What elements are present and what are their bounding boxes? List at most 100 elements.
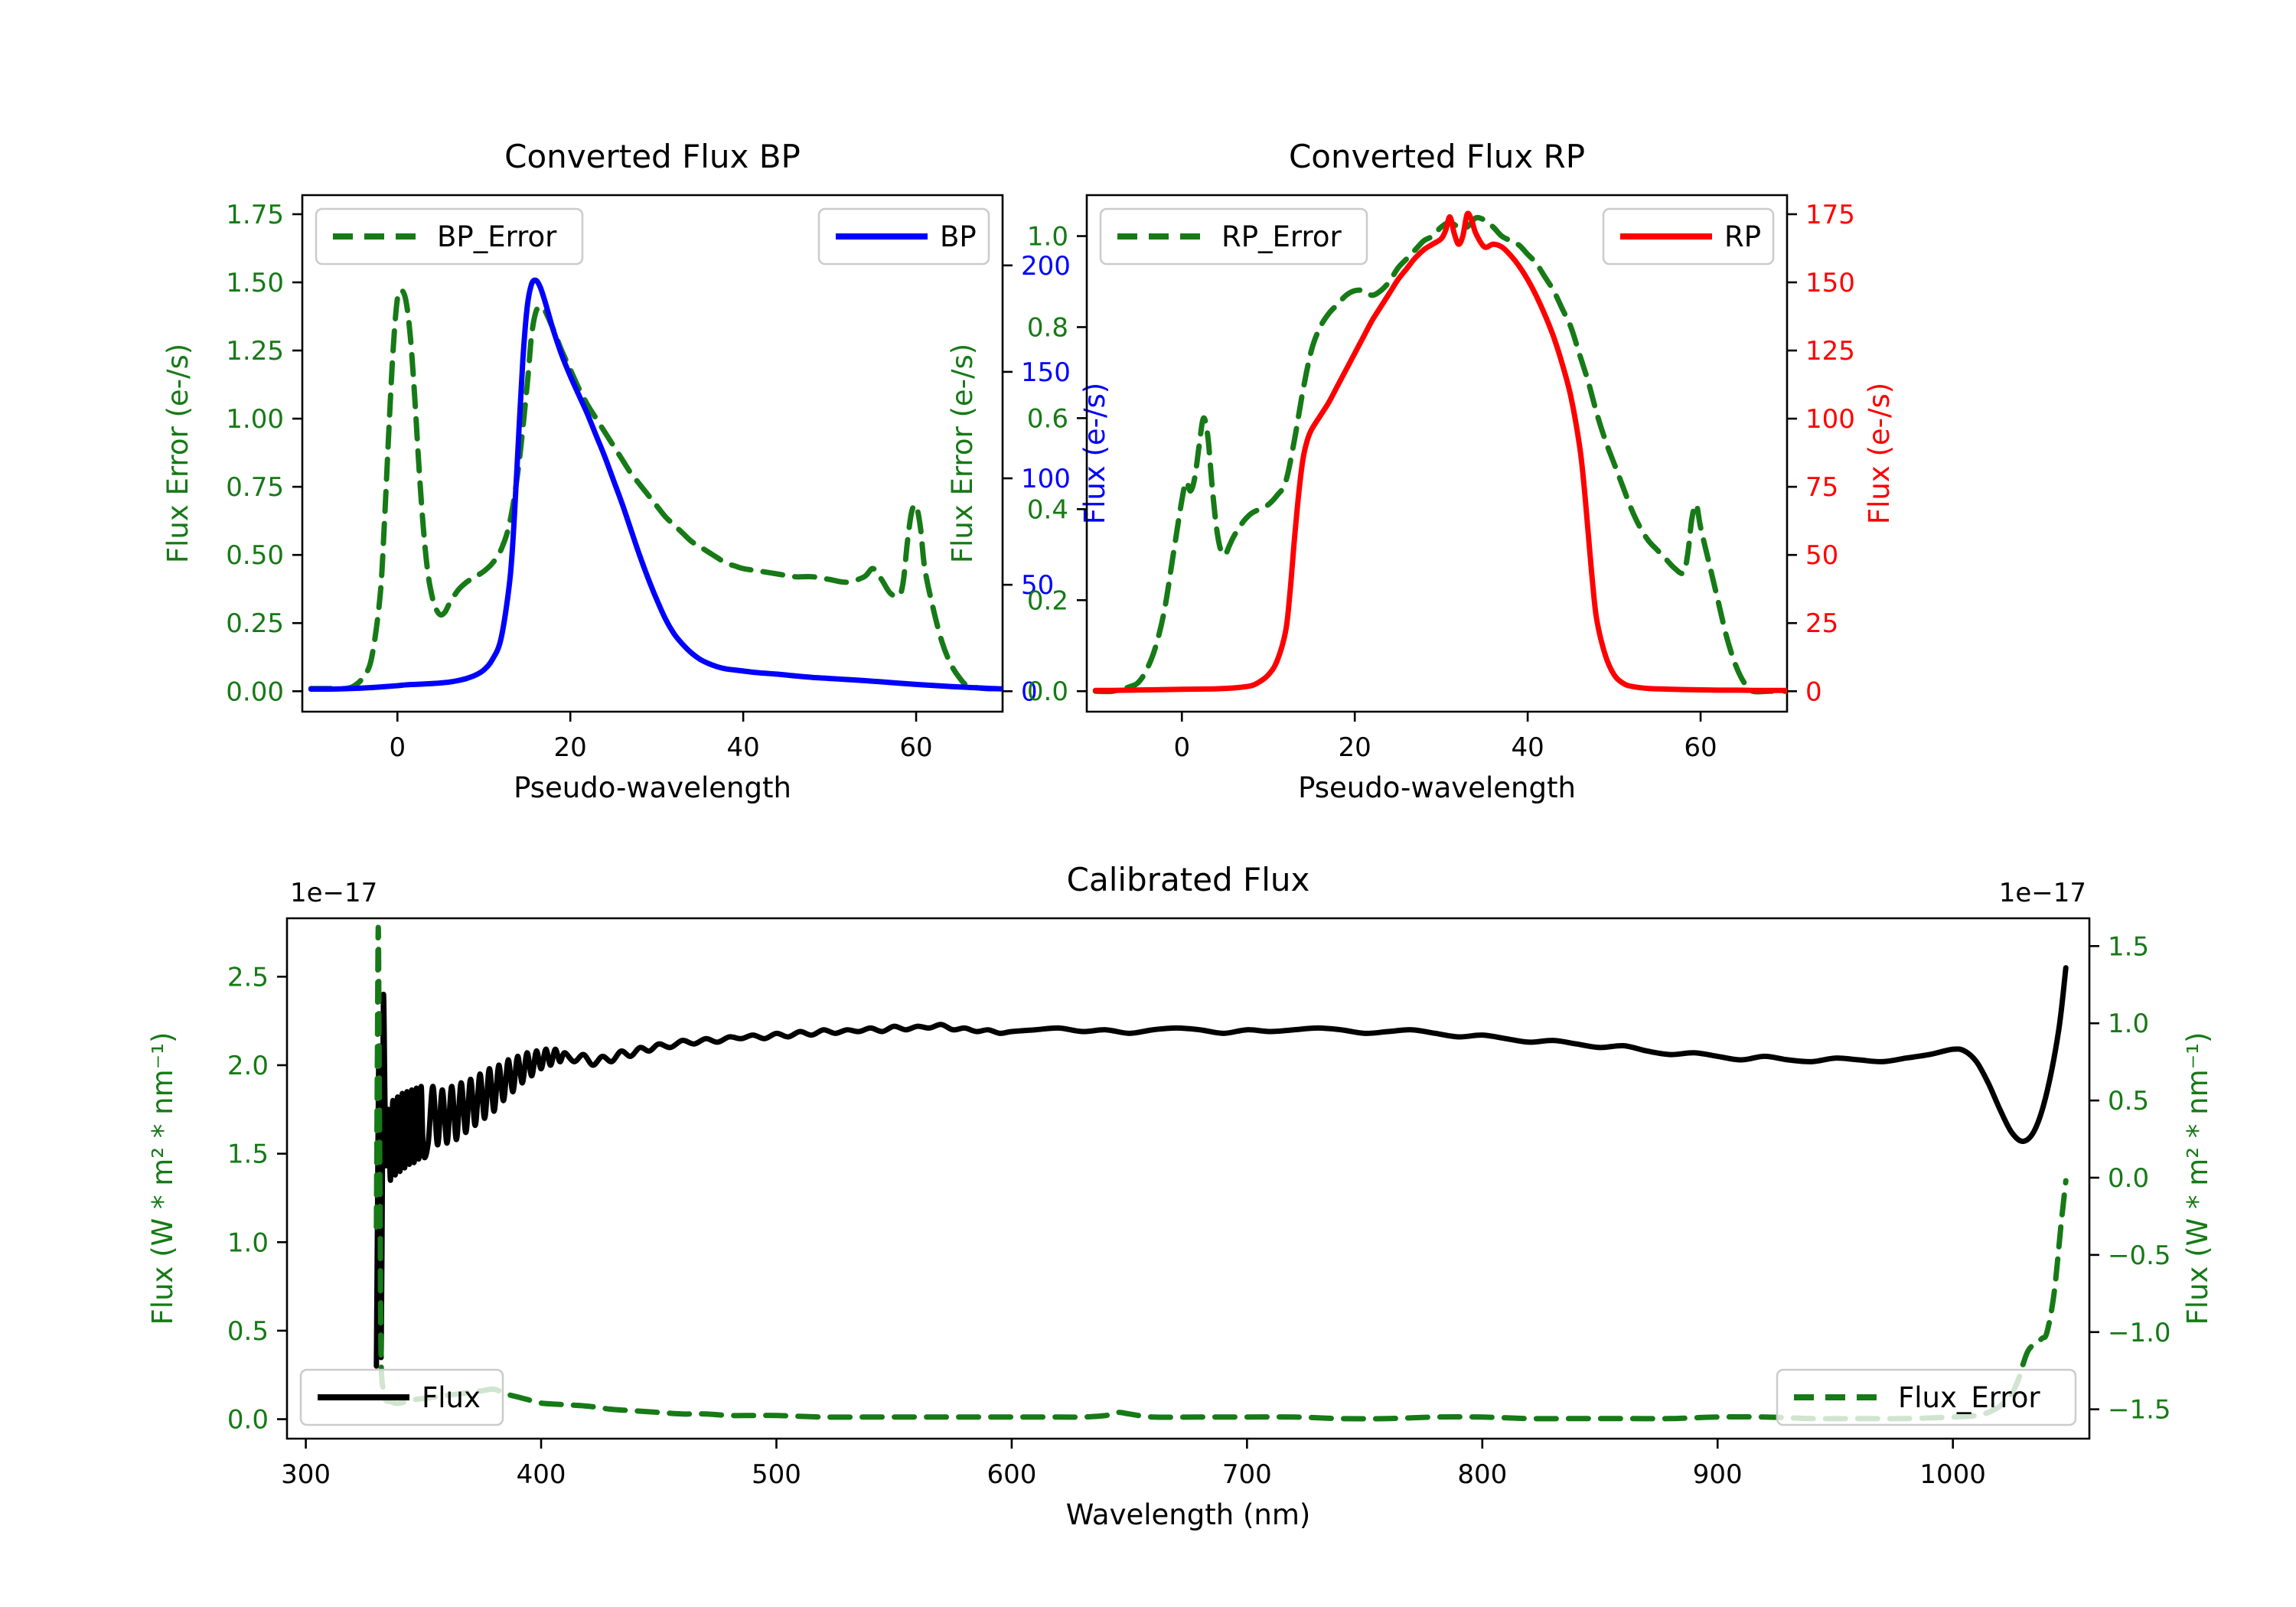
legend-rp_error: RP_Error [1099,207,1368,266]
right-y-tick-label: −1.0 [2108,1318,2171,1348]
chart-panel-rp: Converted Flux RP 0 20 40 60 Pseudo-wavelengt… [946,0,2296,842]
series-line-rp_error [1092,214,1787,695]
legend-label: RP [1724,220,1761,253]
x-tick-label: 0 [1173,732,1190,763]
right-y-tick-label: 75 [1805,472,1838,503]
left-y-tick-label: 1.25 [226,336,284,367]
right-axis-offset-text: 1e−17 [1999,878,2086,908]
left-y-tick-label: 1.75 [226,200,284,230]
right-y-tick-label: 0 [1021,676,1038,707]
x-tick-label: 600 [987,1459,1036,1490]
right-y-tick-label: 150 [1805,268,1855,298]
legend-bp: BP [817,207,990,266]
left-y-tick-label: 0.8 [1027,312,1068,343]
data-area [308,277,1003,693]
left-y-tick-label: 2.0 [227,1051,269,1081]
right-y-tick-label: 175 [1805,200,1855,230]
legend-label: RP_Error [1221,220,1342,253]
left-y-tick-label: 0.50 [226,540,284,571]
right-y-axis-label: Flux (e-/s) [1863,383,1896,524]
series-line-bp [308,277,1003,693]
left-y-axis-label: Flux Error (e-/s) [946,344,979,563]
plot-title: Converted Flux BP [504,138,801,175]
left-y-tick-label: 1.0 [1027,222,1068,253]
left-y-tick-label: 1.50 [226,268,284,298]
plot-title: Converted Flux RP [1289,138,1585,175]
right-y-tick-label: 25 [1805,608,1838,639]
x-tick-label: 800 [1457,1459,1507,1490]
left-y-tick-label: 0.00 [226,676,284,707]
x-tick-label: 40 [1511,732,1544,763]
right-y-tick-label: 100 [1021,464,1071,494]
legend-frame [1099,207,1368,266]
left-y-tick-label: 0.6 [1027,403,1068,434]
left-y-tick-label: 0.25 [226,608,284,639]
left-y-tick-label: 1.5 [227,1139,269,1170]
right-y-tick-label: 0.5 [2108,1086,2149,1116]
legend-label: Flux_Error [1898,1381,2040,1414]
left-y-tick-label: 0.4 [1027,494,1068,525]
axes-frame [301,194,1004,713]
x-tick-label: 60 [1684,732,1717,763]
legend-frame [1776,1368,2077,1426]
right-y-tick-label: −0.5 [2108,1240,2171,1271]
x-axis-label: Wavelength (nm) [1066,1498,1311,1531]
series-line-flux_error [373,924,2069,1422]
legend-flux: Flux [299,1368,504,1426]
legend-label: BP [940,220,977,253]
right-y-tick-label: 150 [1021,357,1071,388]
left-y-tick-label: 0.5 [227,1316,269,1347]
axes-frame [1085,194,1789,713]
right-y-tick-label: 125 [1805,336,1855,367]
legend-rp: RP [1602,207,1775,266]
series-line-flux [373,965,2069,1369]
right-y-tick-label: 1.0 [2108,1009,2149,1039]
legend-frame [315,207,584,266]
axes-frame [285,917,2091,1440]
x-tick-label: 400 [517,1459,566,1490]
series-line-rp [1092,210,1787,693]
right-y-axis-label: Flux (e-/s) [1078,383,1111,524]
x-tick-label: 700 [1222,1459,1272,1490]
right-y-tick-label: 0 [1805,676,1822,707]
right-y-tick-label: 50 [1021,570,1054,601]
series-line-bp_error [308,287,1003,692]
x-tick-label: 0 [389,732,406,763]
left-y-tick-label: 2.5 [227,962,269,993]
right-y-axis-label: Flux (W * m² * nm⁻¹) [2181,1032,2214,1325]
data-area [373,924,2069,1422]
legend-label: Flux [422,1381,481,1414]
right-y-tick-label: 50 [1805,540,1838,571]
legend-flux_error: Flux_Error [1776,1368,2077,1426]
right-y-tick-label: 0.0 [2108,1163,2149,1194]
x-tick-label: 900 [1693,1459,1743,1490]
left-y-tick-label: 1.00 [226,404,284,435]
x-tick-label: 40 [726,732,759,763]
right-y-tick-label: 1.5 [2108,931,2149,962]
left-y-tick-label: 0.2 [1027,585,1068,616]
x-tick-label: 500 [752,1459,801,1490]
legend-bp_error: BP_Error [315,207,584,266]
legend-label: BP_Error [437,220,557,253]
x-tick-label: 1000 [1919,1459,1986,1490]
x-tick-label: 300 [281,1459,331,1490]
x-tick-label: 60 [899,732,932,763]
left-y-tick-label: 1.0 [227,1227,269,1258]
right-y-tick-label: 100 [1805,404,1855,435]
x-axis-label: Pseudo-wavelength [1298,771,1576,804]
x-axis-label: Pseudo-wavelength [514,771,791,804]
left-y-axis-label: Flux Error (e-/s) [161,344,194,563]
plot-title: Calibrated Flux [1067,861,1310,898]
right-y-tick-label: −1.5 [2108,1395,2171,1426]
data-area [1092,210,1787,695]
chart-panel-bp: Converted Flux BP 0 20 40 60 Pseudo-wavelengt… [0,0,1194,842]
left-y-tick-label: 0.0 [227,1405,269,1436]
left-y-tick-label: 0.0 [1027,676,1068,707]
chart-panel-calibrated-flux: Calibrated Flux 1e−17 1e−17 300 400 500 600 700… [0,826,2296,1607]
x-tick-label: 20 [1339,732,1371,763]
left-axis-offset-text: 1e−17 [290,878,377,908]
left-y-tick-label: 0.75 [226,472,284,503]
x-tick-label: 20 [554,732,587,763]
right-y-tick-label: 200 [1021,251,1071,282]
